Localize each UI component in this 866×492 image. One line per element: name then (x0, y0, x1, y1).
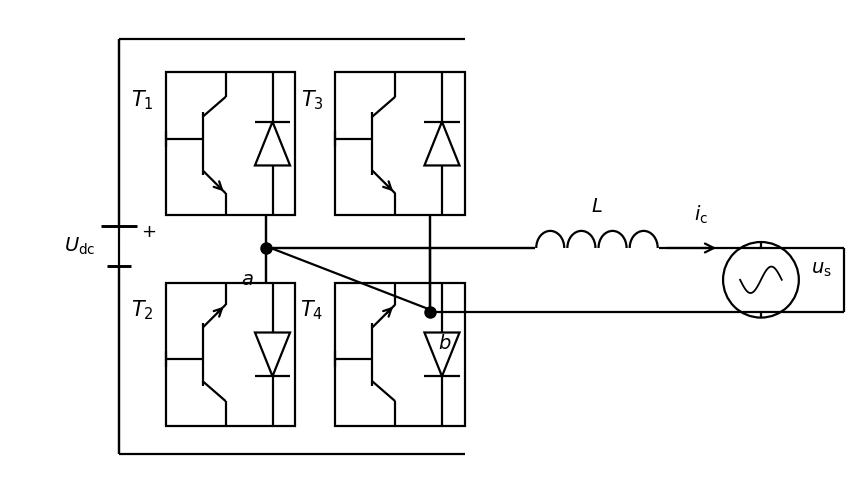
Text: $b$: $b$ (438, 334, 451, 352)
Text: $T_4$: $T_4$ (301, 299, 323, 322)
Text: $T_3$: $T_3$ (301, 88, 323, 112)
Text: $U_{\rm dc}$: $U_{\rm dc}$ (64, 235, 96, 257)
Bar (335, 283, 465, 426)
Bar (335, 72, 465, 215)
Text: $T_2$: $T_2$ (132, 299, 154, 322)
Text: $L$: $L$ (591, 197, 603, 216)
Bar (166, 283, 295, 426)
Text: $T_1$: $T_1$ (132, 88, 154, 112)
Text: +: + (141, 223, 156, 241)
Text: $a$: $a$ (242, 270, 254, 289)
Text: $u_{\rm s}$: $u_{\rm s}$ (811, 260, 831, 279)
Bar (166, 72, 295, 215)
Text: $i_{\rm c}$: $i_{\rm c}$ (695, 204, 708, 226)
